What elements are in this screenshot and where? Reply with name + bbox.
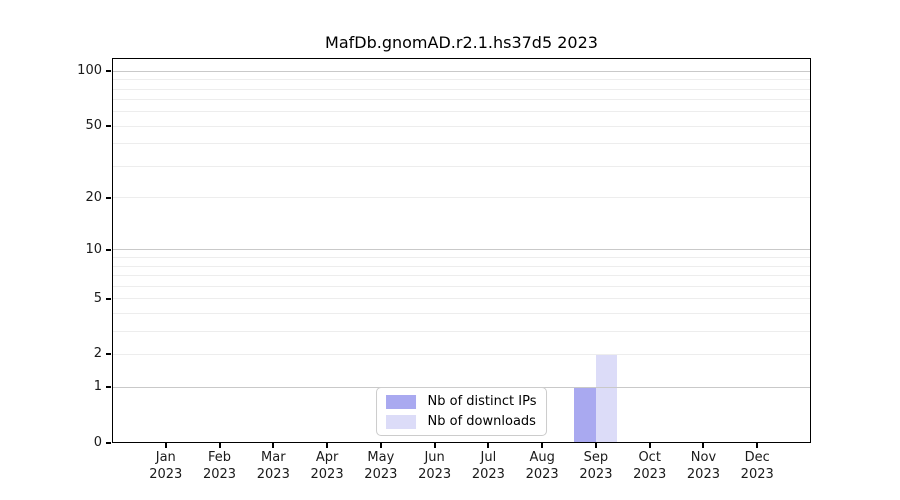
x-tick-year-jan: 2023 xyxy=(149,467,183,482)
x-tick-year-oct: 2023 xyxy=(633,467,667,482)
chart-title: MafDb.gnomAD.r2.1.hs37d5 2023 xyxy=(325,33,598,52)
y-tick-label-0: 0 xyxy=(93,435,102,450)
x-tick-label-mar: Mar 2023 xyxy=(241,449,305,483)
x-tick-nov xyxy=(702,443,705,448)
y-tick-label-1: 1 xyxy=(93,379,102,395)
x-tick-year-apr: 2023 xyxy=(310,467,344,482)
x-tick-year-sep: 2023 xyxy=(579,467,613,482)
x-tick-year-nov: 2023 xyxy=(686,467,720,482)
y-tick-5 xyxy=(106,297,111,300)
legend: Nb of distinct IPs Nb of downloads xyxy=(375,387,548,436)
y-tick-10 xyxy=(106,248,111,251)
plot-frame xyxy=(112,58,811,443)
x-tick-year-feb: 2023 xyxy=(202,467,237,482)
gridline-minor-70 xyxy=(112,99,811,101)
bar-nb-of-distinct-ips-sep xyxy=(574,387,596,443)
gridline-minor-7 xyxy=(112,274,811,276)
y-tick-2 xyxy=(106,353,111,356)
gridline-minor-30 xyxy=(112,165,811,167)
x-tick-jun xyxy=(433,443,436,448)
x-tick-may xyxy=(379,443,382,448)
y-tick-20 xyxy=(106,196,111,199)
x-tick-label-sep: Sep 2023 xyxy=(564,449,628,483)
x-tick-month-sep: Sep xyxy=(583,450,609,465)
y-tick-1 xyxy=(106,386,111,389)
y-tick-label-50: 50 xyxy=(85,118,102,134)
x-tick-month-nov: Nov xyxy=(690,450,717,465)
x-tick-label-apr: Apr 2023 xyxy=(295,449,359,483)
x-tick-month-jan: Jan xyxy=(155,450,176,465)
gridline-minor-3 xyxy=(112,330,811,332)
legend-label-downloads: Nb of downloads xyxy=(427,414,536,429)
x-tick-sep xyxy=(594,443,597,448)
y-tick-label-2: 2 xyxy=(93,346,102,362)
x-tick-label-nov: Nov 2023 xyxy=(671,449,735,483)
x-tick-label-jun: Jun 2023 xyxy=(403,449,467,483)
y-tick-label-5: 5 xyxy=(93,290,102,306)
x-tick-month-may: May xyxy=(367,450,395,465)
gridline-major-10 xyxy=(112,249,811,251)
gridline-minor-5 xyxy=(112,298,811,300)
y-tick-label-10: 10 xyxy=(85,241,102,257)
gridline-minor-90 xyxy=(112,79,811,81)
gridline-minor-2 xyxy=(112,354,811,355)
x-tick-year-aug: 2023 xyxy=(525,467,559,482)
x-tick-year-dec: 2023 xyxy=(740,467,774,482)
bar-nb-of-downloads-sep xyxy=(595,354,618,443)
x-tick-year-jun: 2023 xyxy=(418,467,452,482)
x-tick-label-jan: Jan 2023 xyxy=(134,449,198,483)
legend-swatch-distinct-ips xyxy=(385,394,416,409)
x-tick-label-feb: Feb 2023 xyxy=(188,449,252,483)
x-tick-label-may: May 2023 xyxy=(349,449,413,483)
x-tick-month-apr: Apr xyxy=(315,450,339,465)
gridline-minor-8 xyxy=(112,265,811,267)
x-tick-label-aug: Aug 2023 xyxy=(510,449,574,483)
x-tick-year-mar: 2023 xyxy=(256,467,290,482)
x-tick-month-dec: Dec xyxy=(744,450,770,465)
x-tick-aug xyxy=(541,443,544,448)
x-tick-month-jun: Jun xyxy=(424,450,445,465)
x-tick-month-oct: Oct xyxy=(638,450,661,465)
gridline-minor-20 xyxy=(112,197,811,199)
y-tick-100 xyxy=(106,70,111,73)
legend-swatch-downloads xyxy=(385,414,416,429)
y-tick-label-100: 100 xyxy=(77,63,102,79)
x-tick-oct xyxy=(648,443,651,448)
gridline-major-100 xyxy=(112,70,811,72)
legend-label-distinct-ips: Nb of distinct IPs xyxy=(427,394,537,409)
x-tick-label-jul: Jul 2023 xyxy=(456,449,520,483)
plot-area: Nb of distinct IPs Nb of downloads xyxy=(112,58,811,443)
x-tick-label-oct: Oct 2023 xyxy=(618,449,682,483)
x-tick-month-feb: Feb xyxy=(208,450,232,465)
y-tick-label-20: 20 xyxy=(85,189,102,205)
gridline-minor-40 xyxy=(112,143,811,145)
x-tick-year-may: 2023 xyxy=(364,467,398,482)
gridline-minor-6 xyxy=(112,285,811,287)
x-tick-apr xyxy=(326,443,329,448)
gridline-minor-60 xyxy=(112,111,811,113)
gridline-minor-80 xyxy=(112,88,811,90)
x-tick-year-jul: 2023 xyxy=(471,467,505,482)
x-tick-month-jul: Jul xyxy=(480,450,497,465)
x-tick-jul xyxy=(487,443,490,448)
x-tick-jan xyxy=(164,443,167,448)
gridline-minor-50 xyxy=(112,125,811,127)
x-tick-label-dec: Dec 2023 xyxy=(725,449,789,483)
legend-item-downloads: Nb of downloads xyxy=(385,414,537,429)
x-tick-dec xyxy=(756,443,759,448)
x-tick-month-mar: Mar xyxy=(261,450,286,465)
x-tick-feb xyxy=(218,443,221,448)
x-tick-mar xyxy=(272,443,275,448)
x-tick-month-aug: Aug xyxy=(529,450,555,465)
legend-item-distinct-ips: Nb of distinct IPs xyxy=(385,394,537,409)
y-tick-0 xyxy=(106,442,111,444)
gridline-minor-9 xyxy=(112,257,811,259)
y-tick-50 xyxy=(106,125,111,128)
gridline-minor-4 xyxy=(112,312,811,314)
